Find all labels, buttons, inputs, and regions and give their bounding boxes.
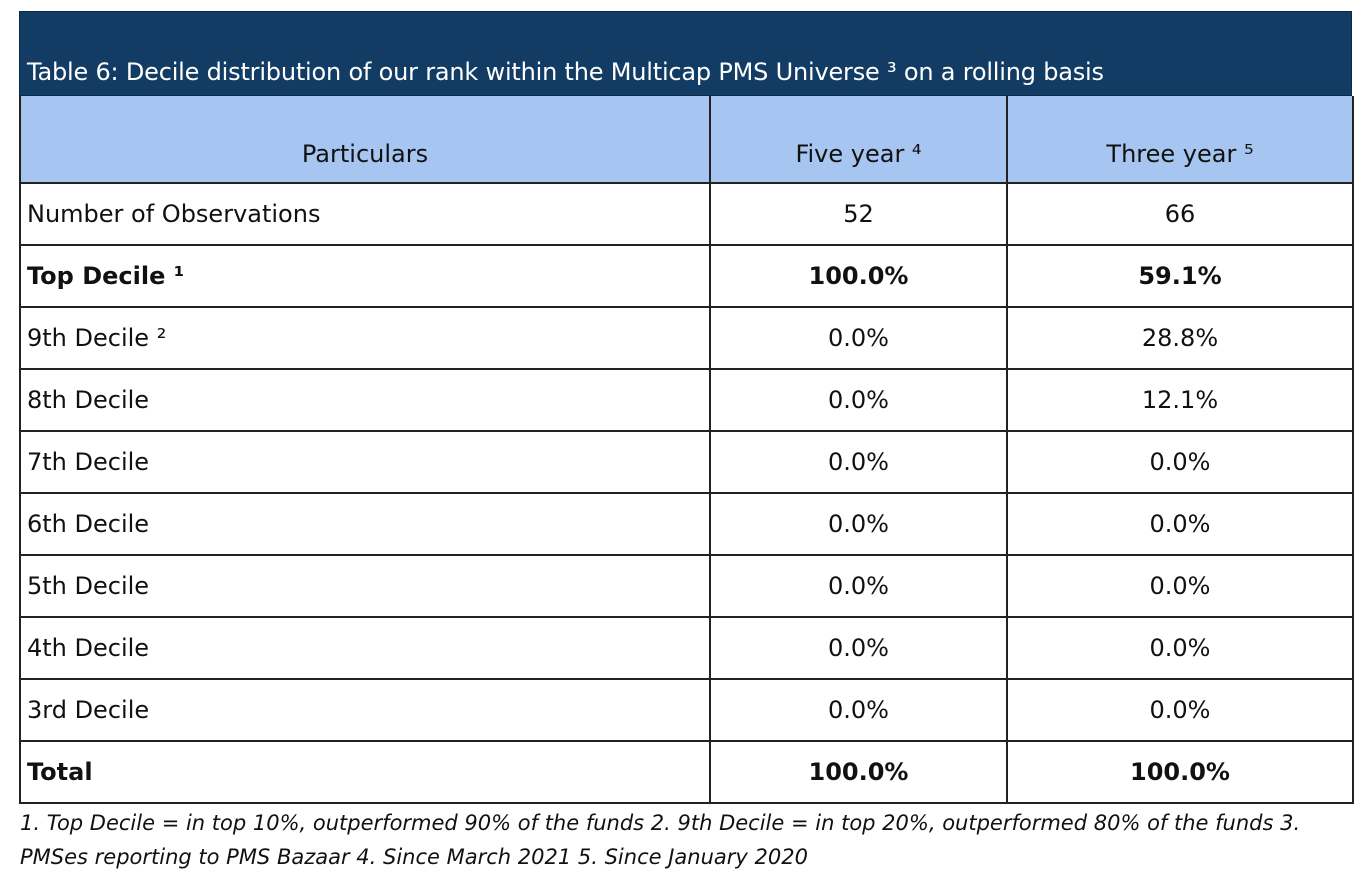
row-label: 7th Decile	[19, 430, 711, 494]
table-row: 3rd Decile 0.0% 0.0%	[19, 678, 1354, 742]
table-row: 5th Decile 0.0% 0.0%	[19, 554, 1354, 618]
table-footnote: 1. Top Decile = in top 10%, outperformed…	[20, 811, 1301, 869]
five-year-value: 100.0%	[709, 244, 1008, 308]
three-year-value: 66	[1006, 182, 1354, 246]
five-year-value: 0.0%	[709, 492, 1008, 556]
three-year-value: 0.0%	[1006, 678, 1354, 742]
three-year-value: 0.0%	[1006, 554, 1354, 618]
five-year-value: 0.0%	[709, 368, 1008, 432]
table-title: Table 6: Decile distribution of our rank…	[19, 11, 1352, 96]
table-row: Number of Observations 52 66	[19, 182, 1354, 246]
three-year-value: 28.8%	[1006, 306, 1354, 370]
three-year-value: 0.0%	[1006, 616, 1354, 680]
five-year-value: 0.0%	[709, 554, 1008, 618]
table-body: Number of Observations 52 66 Top Decile …	[19, 182, 1354, 804]
column-header-three-year: Three year ⁵	[1006, 96, 1354, 184]
five-year-value: 0.0%	[709, 430, 1008, 494]
table-row: 4th Decile 0.0% 0.0%	[19, 616, 1354, 680]
three-year-value: 0.0%	[1006, 430, 1354, 494]
column-header-five-year: Five year ⁴	[709, 96, 1008, 184]
five-year-value: 52	[709, 182, 1008, 246]
row-label: Top Decile ¹	[19, 244, 711, 308]
table-header-row: Particulars Five year ⁴ Three year ⁵	[19, 96, 1354, 184]
table-row: Total 100.0% 100.0%	[19, 740, 1354, 804]
five-year-value: 0.0%	[709, 306, 1008, 370]
table-row: 8th Decile 0.0% 12.1%	[19, 368, 1354, 432]
three-year-value: 12.1%	[1006, 368, 1354, 432]
five-year-value: 0.0%	[709, 616, 1008, 680]
decile-distribution-table: Particulars Five year ⁴ Three year ⁵ Num…	[19, 96, 1354, 804]
five-year-value: 0.0%	[709, 678, 1008, 742]
row-label: 4th Decile	[19, 616, 711, 680]
decile-table-container: Table 6: Decile distribution of our rank…	[19, 11, 1354, 804]
row-label: 5th Decile	[19, 554, 711, 618]
table-row: 6th Decile 0.0% 0.0%	[19, 492, 1354, 556]
column-header-particulars: Particulars	[19, 96, 711, 184]
row-label: 6th Decile	[19, 492, 711, 556]
five-year-value: 100.0%	[709, 740, 1008, 804]
table-row: Top Decile ¹ 100.0% 59.1%	[19, 244, 1354, 308]
three-year-value: 0.0%	[1006, 492, 1354, 556]
row-label: Number of Observations	[19, 182, 711, 246]
row-label: Total	[19, 740, 711, 804]
three-year-value: 100.0%	[1006, 740, 1354, 804]
row-label: 8th Decile	[19, 368, 711, 432]
row-label: 3rd Decile	[19, 678, 711, 742]
row-label: 9th Decile ²	[19, 306, 711, 370]
three-year-value: 59.1%	[1006, 244, 1354, 308]
table-row: 7th Decile 0.0% 0.0%	[19, 430, 1354, 494]
table-row: 9th Decile ² 0.0% 28.8%	[19, 306, 1354, 370]
